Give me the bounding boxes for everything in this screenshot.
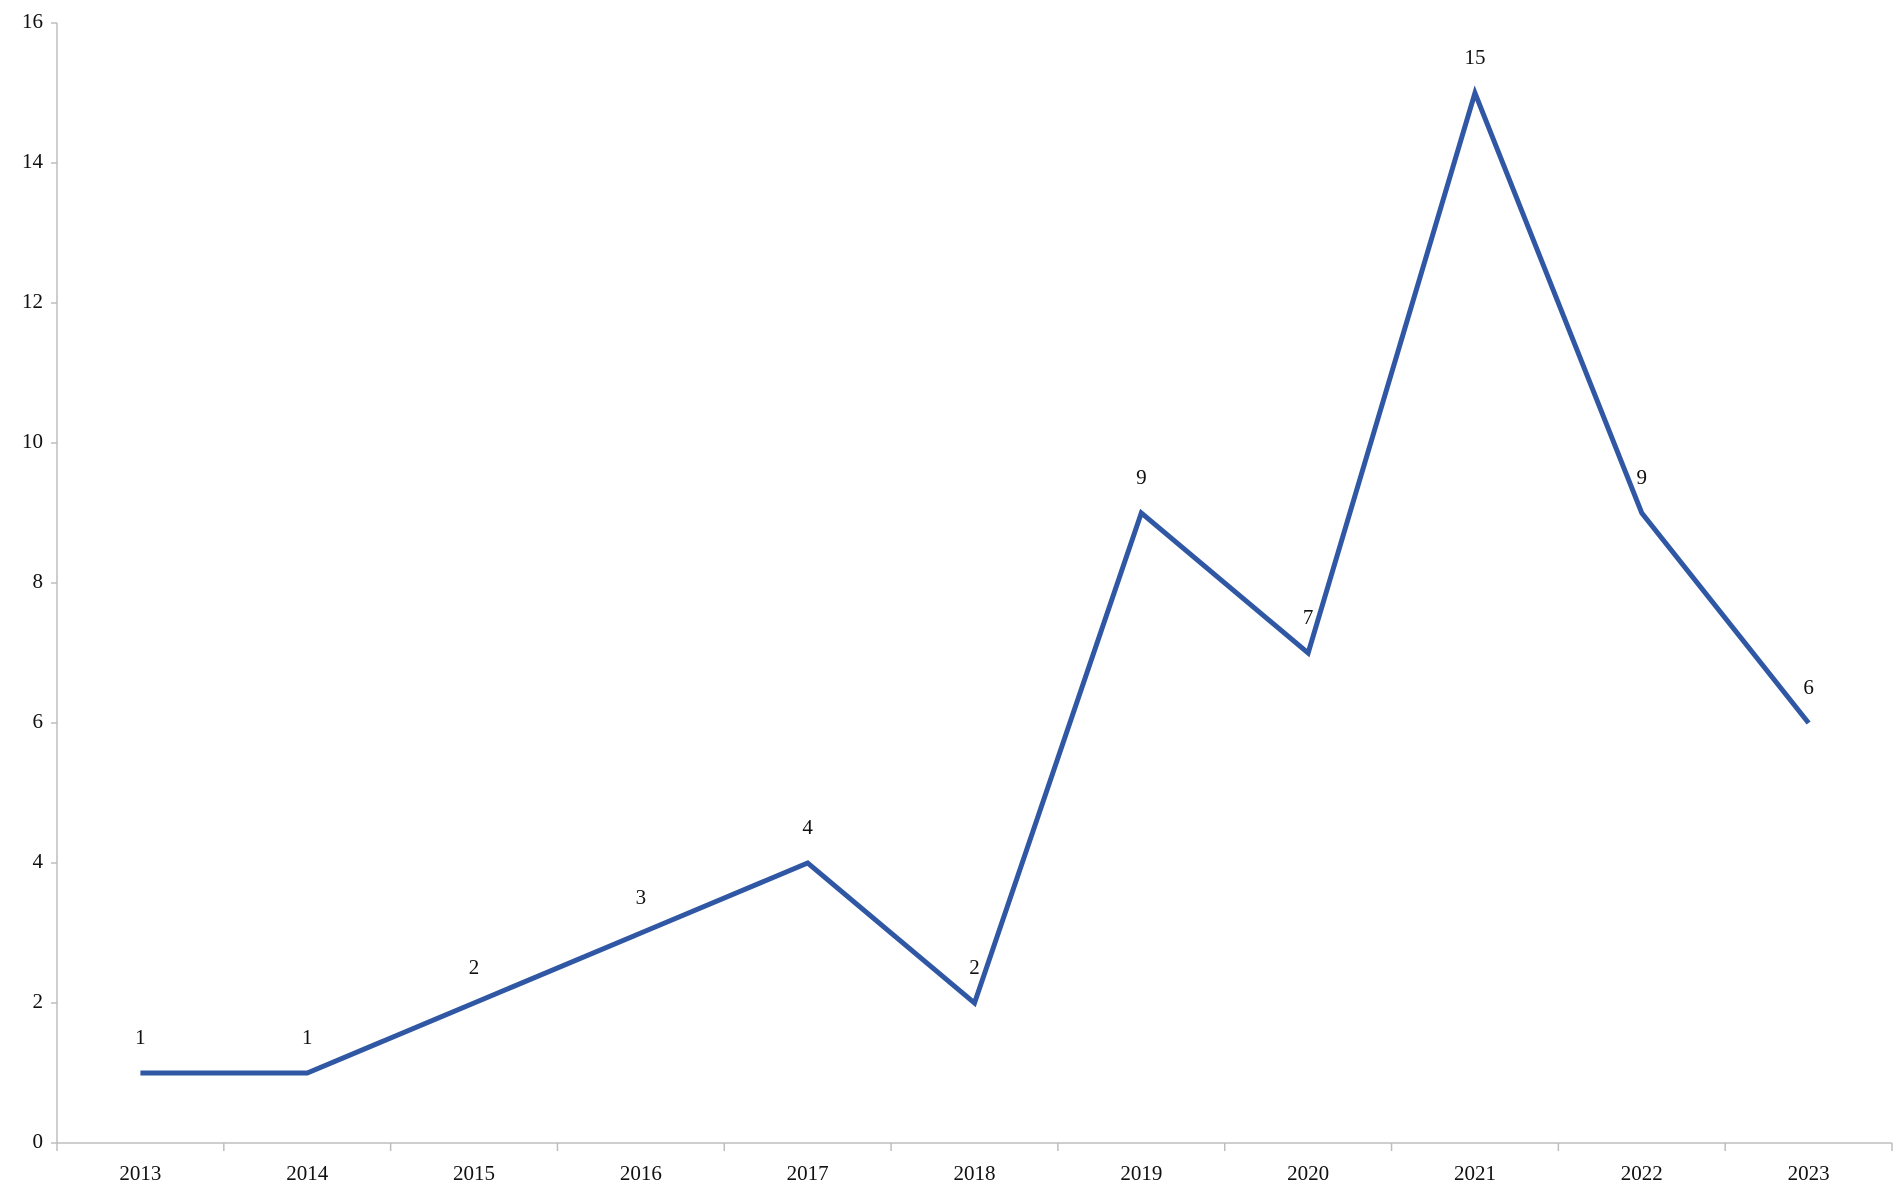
x-tick-label: 2021 — [1454, 1161, 1496, 1185]
x-tick-label: 2022 — [1621, 1161, 1663, 1185]
data-label: 6 — [1803, 675, 1814, 699]
data-label: 15 — [1464, 45, 1485, 69]
y-tick-label: 0 — [33, 1129, 44, 1153]
x-tick-label: 2015 — [453, 1161, 495, 1185]
data-label: 3 — [636, 885, 647, 909]
x-tick-label: 2018 — [954, 1161, 996, 1185]
y-tick-label: 10 — [22, 429, 43, 453]
x-tick-label: 2017 — [787, 1161, 829, 1185]
data-label: 9 — [1637, 465, 1648, 489]
data-label: 9 — [1136, 465, 1147, 489]
y-tick-label: 16 — [22, 9, 43, 33]
x-tick-label: 2014 — [286, 1161, 329, 1185]
data-label: 7 — [1303, 605, 1314, 629]
y-tick-label: 12 — [22, 289, 43, 313]
data-label: 4 — [802, 815, 813, 839]
x-tick-label: 2020 — [1287, 1161, 1329, 1185]
y-tick-label: 4 — [33, 849, 44, 873]
data-label: 2 — [469, 955, 480, 979]
x-tick-label: 2023 — [1788, 1161, 1830, 1185]
y-tick-label: 2 — [33, 989, 44, 1013]
data-label: 1 — [135, 1025, 146, 1049]
line — [140, 85, 1811, 1076]
y-tick-label: 14 — [22, 149, 44, 173]
data-label: 1 — [302, 1025, 313, 1049]
x-tick-label: 2013 — [119, 1161, 161, 1185]
x-tick-label: 2019 — [1120, 1161, 1162, 1185]
x-tick-label: 2016 — [620, 1161, 662, 1185]
y-tick-label: 6 — [33, 709, 44, 733]
data-label: 2 — [969, 955, 980, 979]
y-tick-label: 8 — [33, 569, 44, 593]
